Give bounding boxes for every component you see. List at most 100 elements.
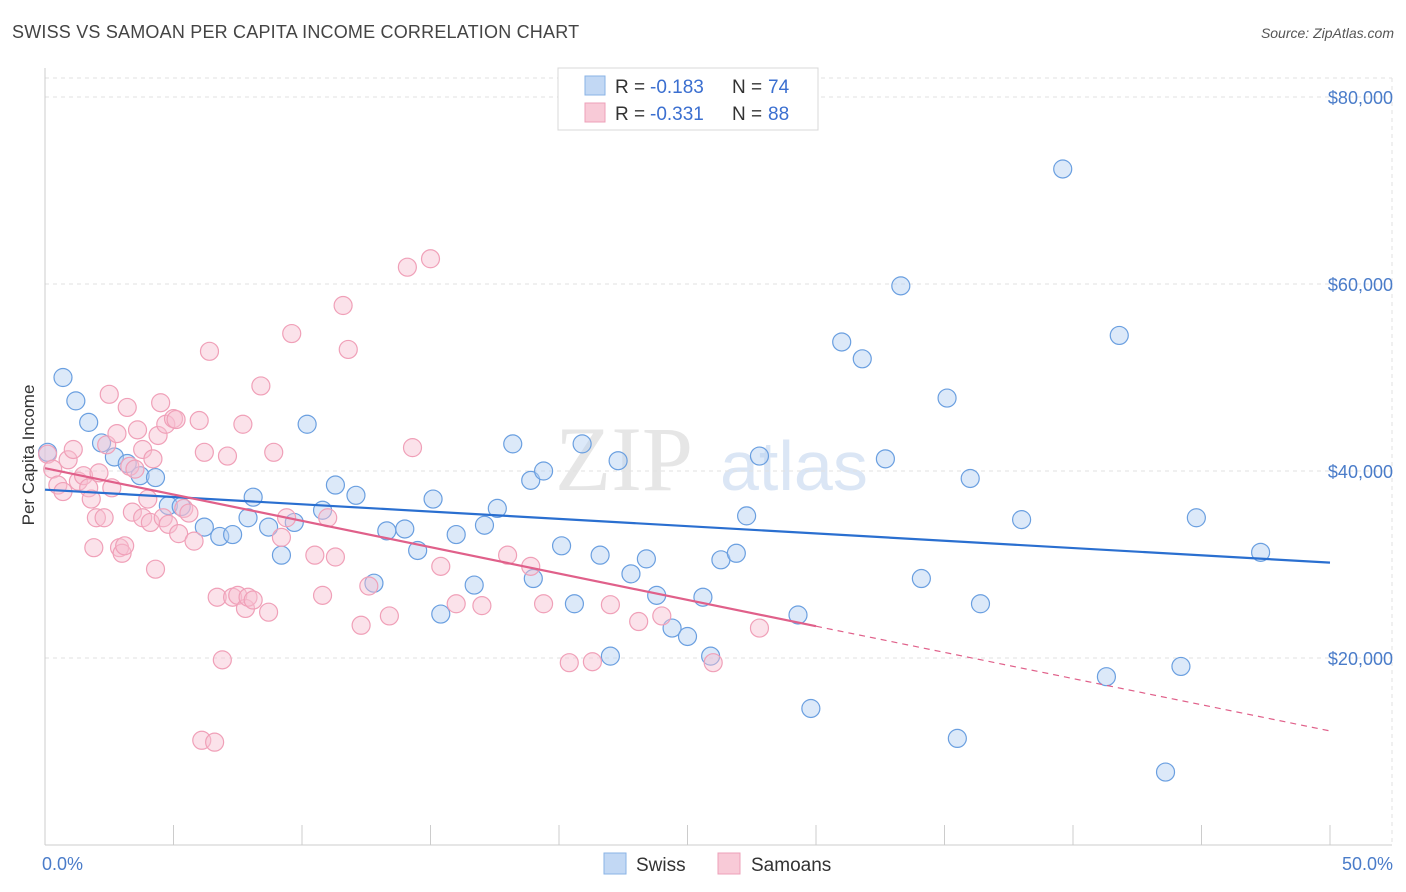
point-samoans <box>138 489 158 509</box>
point-samoans <box>148 425 168 446</box>
point-swiss <box>423 489 443 509</box>
point-swiss <box>1096 667 1117 687</box>
series-legend-label-samoans: Samoans <box>751 855 831 876</box>
point-samoans <box>472 596 492 616</box>
data-points <box>37 159 1271 782</box>
point-samoans <box>84 538 104 558</box>
point-swiss <box>600 646 621 666</box>
point-samoans <box>169 524 189 544</box>
point-swiss <box>970 594 991 614</box>
point-swiss <box>194 517 214 537</box>
point-swiss <box>852 349 872 369</box>
point-swiss <box>533 461 554 481</box>
point-swiss <box>1109 325 1129 346</box>
trendlines <box>44 467 1331 732</box>
point-swiss <box>503 434 523 454</box>
series-legend-swatch-samoans <box>717 852 741 875</box>
x-tick-label: 0.0% <box>42 854 83 874</box>
point-samoans <box>251 376 271 396</box>
point-samoans <box>151 393 171 413</box>
point-samoans <box>194 442 214 462</box>
point-swiss <box>474 515 495 535</box>
point-samoans <box>397 257 417 277</box>
legend-n-label-swiss: N = <box>732 77 762 98</box>
point-samoans <box>153 508 173 528</box>
point-samoans <box>205 732 225 752</box>
point-samoans <box>312 585 333 605</box>
point-swiss <box>551 536 572 556</box>
y-tick-label: $40,000 <box>1328 462 1393 482</box>
point-swiss <box>53 367 73 388</box>
point-samoans <box>703 653 723 673</box>
y-tick-label: $20,000 <box>1328 649 1393 669</box>
point-swiss <box>1053 159 1073 179</box>
point-swiss <box>621 564 641 584</box>
point-samoans <box>63 439 83 460</box>
point-samoans <box>107 424 127 444</box>
point-samoans <box>189 410 209 431</box>
legend-swatch-samoans <box>584 102 606 123</box>
point-swiss <box>66 391 86 411</box>
watermark-zip: ZIP <box>555 408 693 510</box>
point-swiss <box>1155 762 1176 782</box>
point-swiss <box>297 414 317 434</box>
point-samoans <box>652 606 672 626</box>
point-samoans <box>420 249 441 269</box>
point-swiss <box>911 568 931 589</box>
point-swiss <box>891 276 911 296</box>
point-swiss <box>832 332 852 352</box>
point-swiss <box>487 498 507 518</box>
point-samoans <box>600 595 621 615</box>
x-tick-label: 50.0% <box>1342 854 1393 874</box>
source-label: Source: ZipAtlas.com <box>1260 25 1394 41</box>
point-samoans <box>271 527 292 547</box>
point-samoans <box>184 531 204 551</box>
point-samoans <box>122 502 142 522</box>
point-swiss <box>364 573 384 593</box>
legend-n-value-swiss: 74 <box>768 77 790 98</box>
point-swiss <box>788 605 808 625</box>
point-swiss <box>1251 542 1271 562</box>
point-samoans <box>217 446 238 466</box>
point-samoans <box>199 341 220 361</box>
axes: $20,000 $40,000 $60,000 $80,000 0.0% 50.0% <box>42 68 1393 874</box>
point-swiss <box>346 485 366 505</box>
point-swiss <box>395 519 415 539</box>
point-swiss <box>572 434 592 454</box>
point-swiss <box>1011 510 1032 530</box>
point-swiss <box>947 728 967 749</box>
point-samoans <box>379 606 399 626</box>
point-samoans <box>325 547 346 567</box>
correlation-legend: R = -0.183 N = 74 R = -0.331 N = 88 <box>557 67 819 131</box>
point-swiss <box>464 575 484 595</box>
point-swiss <box>145 467 166 488</box>
point-swiss <box>1186 508 1206 528</box>
point-samoans <box>351 615 371 635</box>
trendline-extension-samoans <box>815 625 1331 732</box>
point-samoans <box>243 590 263 610</box>
point-swiss <box>325 475 346 495</box>
series-legend: Swiss Samoans <box>603 852 831 876</box>
point-samoans <box>145 559 166 579</box>
trendline-samoans <box>44 467 817 628</box>
point-samoans <box>629 611 649 632</box>
point-samoans <box>431 556 451 576</box>
point-samoans <box>37 444 58 464</box>
point-samoans <box>402 438 423 458</box>
point-swiss <box>271 545 292 565</box>
point-swiss <box>431 604 451 624</box>
point-samoans <box>498 545 518 565</box>
legend-r-label-samoans: R = <box>615 104 645 125</box>
point-samoans <box>212 650 232 670</box>
point-samoans <box>582 652 603 672</box>
point-samoans <box>258 602 279 622</box>
point-samoans <box>127 420 148 440</box>
point-swiss <box>677 626 698 647</box>
point-swiss <box>446 524 466 545</box>
point-swiss <box>937 388 957 408</box>
point-swiss <box>223 524 243 545</box>
point-swiss <box>590 545 610 565</box>
point-swiss <box>523 568 543 589</box>
watermark-atlas: atlas <box>720 427 868 505</box>
legend-n-label-samoans: N = <box>732 104 762 125</box>
